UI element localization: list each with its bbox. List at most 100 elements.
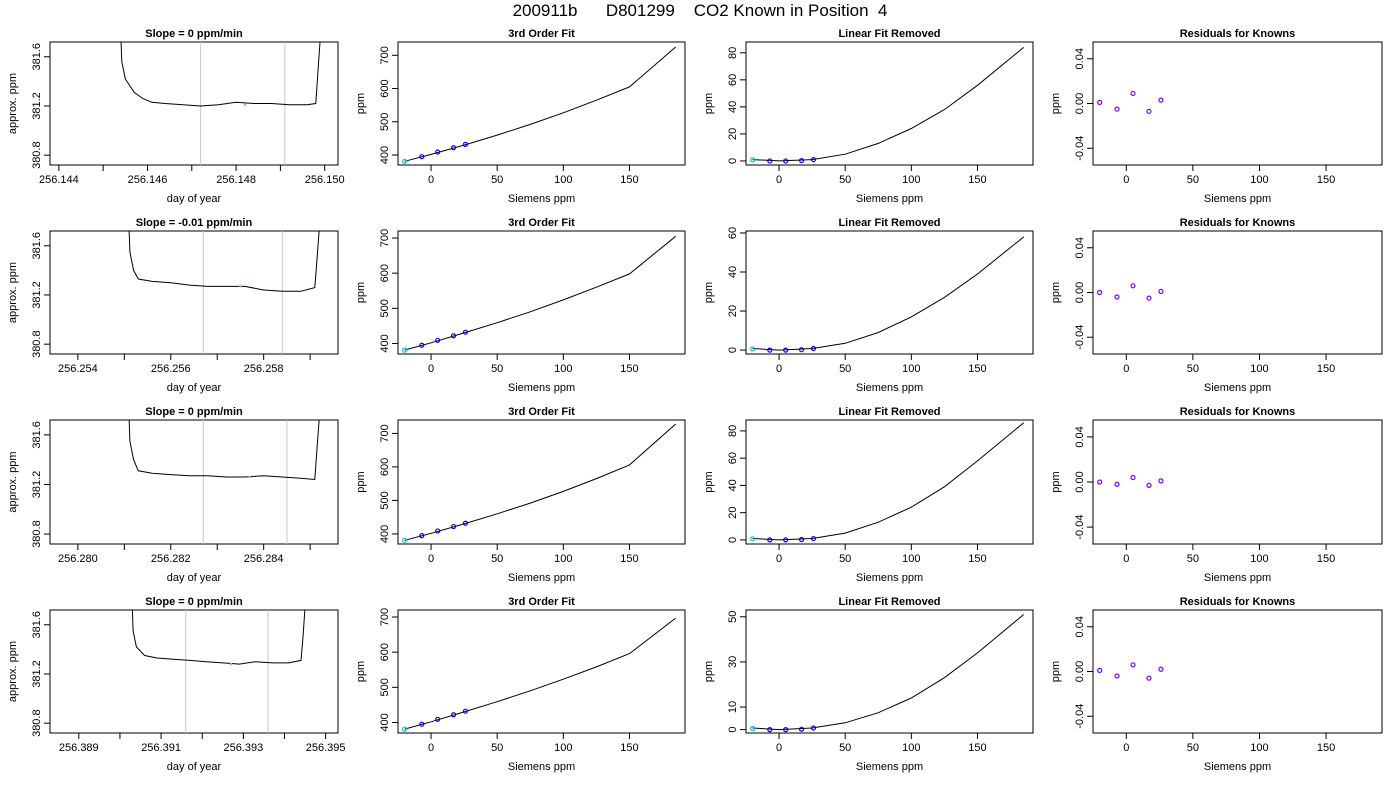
plot-area [750,422,1025,543]
known-point [435,337,441,343]
y-tick-label: 380.8 [31,709,43,737]
known-point [783,727,789,733]
known-point [419,721,425,727]
fit-curve [404,617,677,730]
y-axis-label: ppm [1050,661,1062,682]
residual-point [1114,673,1120,679]
panel-title: 3rd Order Fit [508,596,575,608]
known-point [462,141,469,147]
x-tick-label: 256.389 [59,742,99,754]
plot-area [402,423,677,543]
y-axis-label: ppm [703,93,715,114]
y-tick-label: 80 [727,47,739,59]
plot-area [120,42,321,165]
x-tick-label: 150 [620,742,638,754]
x-tick-label: 50 [1187,363,1199,375]
x-axis-label: day of year [167,382,222,394]
residual-point [1097,479,1103,485]
panel-4-4: Residuals for Knowns Siemens ppm ppm 0 50 100… [1050,596,1383,773]
plot-area [402,46,677,164]
plot-area [402,235,677,353]
y-axis-label: ppm [355,93,367,114]
page-title: 200911b D801299 CO2 Known in Position 4 [512,1,888,20]
y-axis-label: ppm [1050,93,1062,114]
x-tick-label: 256.144 [39,174,79,186]
known-point [419,342,425,348]
panel-title: 3rd Order Fit [508,217,575,229]
x-tick-label: 100 [1250,742,1268,754]
y-tick-label: 60 [727,452,739,464]
panel-1-2: 3rd Order Fit Siemens ppm ppm 0 50 100 150 400 5… [355,28,686,205]
x-tick-label: 100 [554,742,572,754]
residual-point [1097,289,1103,296]
known-point [750,346,756,352]
x-tick-label: 0 [428,363,434,375]
y-tick-label: 10 [727,701,739,713]
y-tick-label: 0.00 [1074,661,1086,682]
y-tick-label: 40 [727,266,739,278]
x-tick-label: 256.393 [223,742,263,754]
plot-area [1097,662,1164,681]
x-axis-label: Siemens ppm [1204,382,1271,394]
y-tick-label: 0.00 [1074,471,1086,492]
panel-2-3: Linear Fit Removed Siemens ppm ppm 0 50 100 15… [703,217,1034,394]
plot-frame [745,419,1034,545]
panel-2-1: Slope = -0.01 ppm/min day of year approx. … [7,217,339,394]
residual-point [1130,474,1136,481]
known-point [419,533,425,539]
known-point [798,157,805,164]
known-point [810,535,817,542]
known-point [402,537,408,543]
x-tick-label: 50 [1187,742,1199,754]
fit-curve [752,422,1025,541]
y-tick-label: 80 [727,425,739,437]
known-point [798,347,805,353]
residual-point [1158,478,1164,484]
fit-curve [752,47,1025,162]
x-axis-label: Siemens ppm [508,761,575,773]
y-axis-label: ppm [703,471,715,492]
y-tick-label: 0.04 [1074,48,1086,69]
x-tick-label: 0 [428,553,434,565]
residual-point [1130,283,1136,289]
residual-point [1114,481,1120,487]
fit-curve [752,236,1025,351]
x-axis-label: Siemens ppm [508,193,575,205]
residual-point [1146,482,1152,488]
fit-curve [752,614,1025,731]
fit-curve [404,46,677,162]
x-axis-label: day of year [167,193,222,205]
residual-point [1146,295,1152,301]
x-tick-label: 150 [1317,174,1335,186]
residual-point [1097,99,1103,105]
known-point [750,536,756,542]
x-tick-label: 256.282 [151,553,191,565]
panel-title: Linear Fit Removed [838,596,940,608]
x-tick-label: 100 [554,174,572,186]
x-tick-label: 0 [1123,363,1129,375]
panel-1-1: Slope = 0 ppm/min day of year approx. ppm 2… [7,28,345,205]
known-point [767,158,773,164]
plot-frame [397,609,686,734]
plot-area [1097,90,1164,114]
y-tick-label: 381.6 [31,43,43,71]
x-axis-label: day of year [167,761,222,773]
panel-3-2: 3rd Order Fit Siemens ppm ppm 0 50 100 150 400 5… [355,406,686,584]
plot-frame [49,609,339,734]
x-tick-label: 256.395 [306,742,346,754]
x-tick-label: 0 [1123,174,1129,186]
known-point [435,528,441,534]
known-point [450,145,457,151]
y-tick-label: 600 [379,643,391,661]
y-tick-label: 700 [379,46,391,64]
y-tick-label: 0 [727,537,739,543]
x-tick-label: 100 [1250,553,1268,565]
x-tick-label: 150 [1317,553,1335,565]
known-point [462,329,469,335]
known-point [810,345,817,352]
plot-area [1097,283,1164,301]
panel-4-1: Slope = 0 ppm/min day of year approx. ppm 2… [7,596,346,773]
known-point [462,708,469,714]
y-tick-label: 500 [379,113,391,131]
known-point [462,520,469,526]
